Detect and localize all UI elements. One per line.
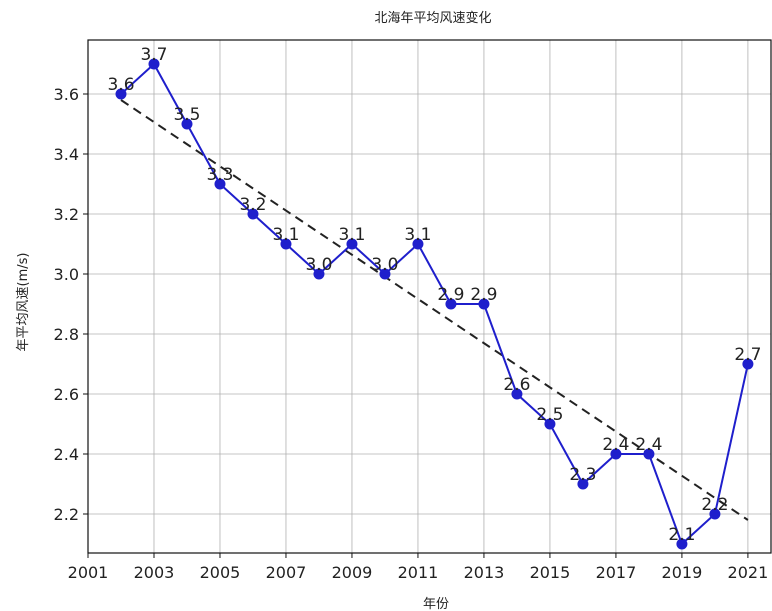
x-tick-label: 2015 xyxy=(530,563,571,582)
data-label: 2.9 xyxy=(470,285,497,305)
data-point xyxy=(115,88,127,100)
x-tick-label: 2007 xyxy=(266,563,307,582)
trend-line xyxy=(120,99,749,521)
data-label: 3.3 xyxy=(206,165,233,185)
data-point xyxy=(445,298,457,310)
data-point xyxy=(610,448,622,460)
data-label: 2.2 xyxy=(701,495,728,515)
data-label: 3.6 xyxy=(107,75,134,95)
series-line xyxy=(120,62,749,546)
data-label: 3.0 xyxy=(305,255,332,275)
data-point xyxy=(709,508,721,520)
x-tick-label: 2021 xyxy=(728,563,769,582)
data-point xyxy=(577,478,589,490)
data-label: 3.1 xyxy=(272,225,299,245)
y-tick-label: 2.6 xyxy=(54,385,79,404)
data-point xyxy=(511,388,523,400)
x-tick-label: 2011 xyxy=(398,563,439,582)
data-label: 3.0 xyxy=(371,255,398,275)
data-label: 2.9 xyxy=(437,285,464,305)
y-tick-label: 2.4 xyxy=(54,445,79,464)
data-point xyxy=(148,58,160,70)
data-labels: 3.6 3.7 3.5 3.3 3.2 3.1 3.0 3.1 3.0 3.1 2.9 2.9 2.6 2… xyxy=(107,45,761,545)
data-label: 2.3 xyxy=(569,465,596,485)
data-label: 2.5 xyxy=(536,405,563,425)
data-point xyxy=(643,448,655,460)
y-tick-label: 2.2 xyxy=(54,505,79,524)
y-tick-label: 3.4 xyxy=(54,145,79,164)
x-tick-label: 2009 xyxy=(332,563,373,582)
trend-line-group xyxy=(120,99,749,521)
data-label: 2.4 xyxy=(602,435,629,455)
data-point xyxy=(181,118,193,130)
data-label: 2.4 xyxy=(635,435,662,455)
data-label: 2.6 xyxy=(503,375,530,395)
data-point xyxy=(313,268,325,280)
y-tick-label: 2.8 xyxy=(54,325,79,344)
chart-title: 北海年平均风速变化 xyxy=(374,10,491,26)
data-label: 3.1 xyxy=(338,225,365,245)
x-tick-label: 2003 xyxy=(134,563,175,582)
data-label: 3.2 xyxy=(239,195,266,215)
x-tick-label: 2017 xyxy=(596,563,637,582)
x-tick-label: 2005 xyxy=(200,563,241,582)
data-point xyxy=(346,238,358,250)
data-point xyxy=(379,268,391,280)
x-tick-label: 2013 xyxy=(464,563,505,582)
x-tick-label: 2001 xyxy=(68,563,109,582)
data-point xyxy=(478,298,490,310)
x-axis-label: 年份 xyxy=(423,597,449,611)
y-tick-label: 3.6 xyxy=(54,85,79,104)
x-axis-ticks: 2001 2003 2005 2007 2009 2011 2013 2015 2017 2019… xyxy=(68,553,769,582)
y-axis-ticks: 2.2 2.4 2.6 2.8 3.0 3.2 3.4 3.6 xyxy=(54,85,88,524)
grid xyxy=(87,40,771,553)
data-label: 2.1 xyxy=(668,525,695,545)
data-point xyxy=(247,208,259,220)
data-point xyxy=(544,418,556,430)
data-label: 3.5 xyxy=(173,105,200,125)
data-point xyxy=(214,178,226,190)
y-tick-label: 3.2 xyxy=(54,205,79,224)
y-tick-label: 3.0 xyxy=(54,265,79,284)
data-label: 3.7 xyxy=(140,45,167,65)
data-label: 2.7 xyxy=(734,345,761,365)
x-tick-label: 2019 xyxy=(662,563,703,582)
data-point xyxy=(280,238,292,250)
data-point xyxy=(676,538,688,550)
data-point xyxy=(412,238,424,250)
series-group xyxy=(115,58,754,550)
data-point xyxy=(742,358,754,370)
plot-frame xyxy=(87,39,772,554)
y-axis-label: 年平均风速(m/s) xyxy=(16,253,31,352)
data-label: 3.1 xyxy=(404,225,431,245)
